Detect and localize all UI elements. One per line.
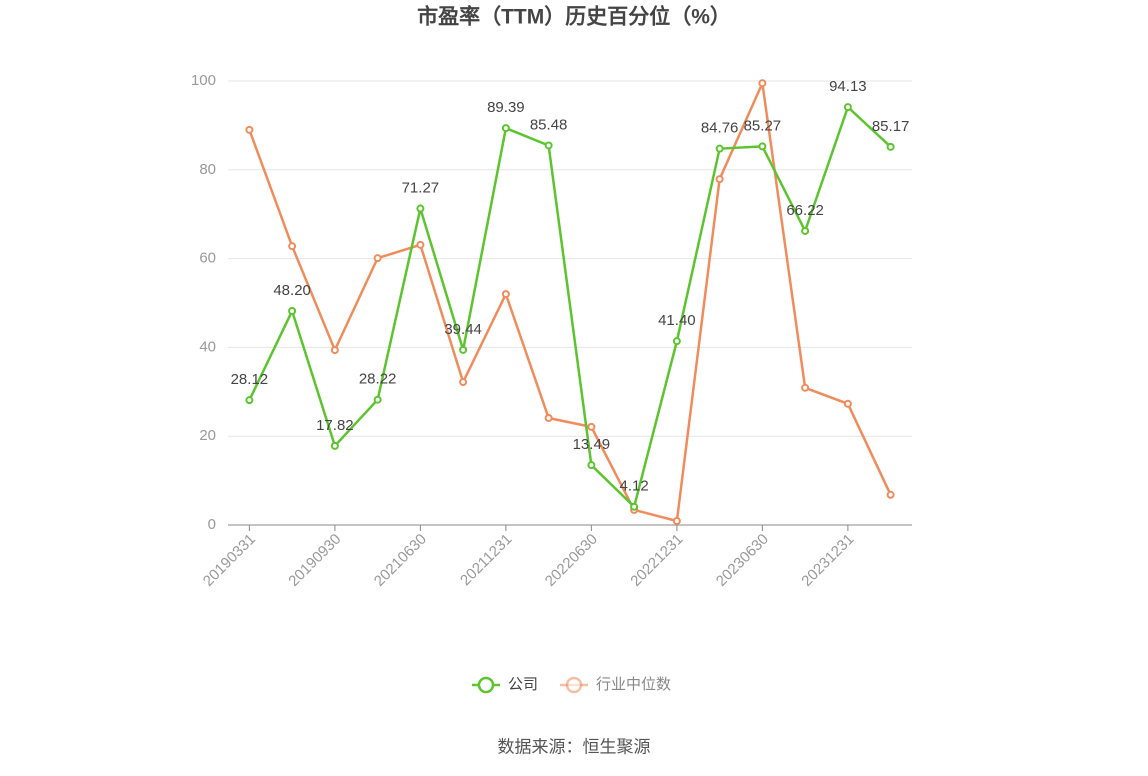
point: [459, 378, 468, 387]
y-tick-label: 20: [199, 427, 216, 444]
point: [373, 395, 382, 404]
point: [843, 103, 852, 112]
data-label: 71.27: [402, 180, 440, 197]
point: [715, 144, 724, 153]
data-label: 48.20: [273, 282, 311, 299]
data-label: 39.44: [444, 321, 482, 338]
point: [587, 461, 596, 470]
point: [544, 413, 553, 422]
point: [330, 441, 339, 450]
x-tick-label: 20190930: [285, 531, 344, 590]
x-tick-label: 20210630: [371, 531, 430, 590]
point: [801, 226, 810, 235]
y-tick-label: 0: [208, 516, 216, 533]
x-tick-label: 20231231: [798, 531, 857, 590]
point: [288, 242, 297, 251]
point: [672, 517, 681, 526]
point: [758, 142, 767, 151]
data-label: 17.82: [316, 417, 354, 434]
data-label: 85.27: [744, 117, 782, 134]
data-label: 94.13: [829, 78, 867, 95]
point: [886, 490, 895, 499]
y-tick-label: 40: [199, 338, 216, 355]
x-tick-label: 20211231: [457, 531, 515, 589]
point: [758, 79, 767, 88]
y-tick-label: 80: [199, 161, 216, 178]
data-label: 66.22: [786, 202, 824, 219]
series-line: [248, 104, 892, 510]
legend-marker: [565, 676, 583, 694]
point: [587, 422, 596, 431]
point: [416, 204, 425, 213]
point: [843, 399, 852, 408]
data-label: 4.12: [620, 478, 649, 495]
data-label: 13.49: [573, 436, 611, 453]
point: [245, 396, 254, 405]
data-label: 84.76: [701, 120, 739, 137]
chart-title: 市盈率（TTM）历史百分位（%）: [417, 5, 731, 29]
data-label: 28.12: [231, 371, 269, 388]
source: 数据来源：恒生聚源: [498, 737, 651, 756]
y-tick-label: 100: [191, 72, 216, 89]
data-label: 85.17: [872, 118, 910, 135]
point: [373, 254, 382, 263]
point: [416, 240, 425, 249]
point: [715, 175, 724, 184]
point: [672, 337, 681, 346]
data-label: 28.22: [359, 371, 397, 388]
point: [886, 142, 895, 151]
series-line: [248, 78, 892, 523]
y-tick-label: 60: [199, 250, 216, 267]
legend-label: 公司: [508, 676, 538, 693]
point: [245, 125, 254, 134]
x-tick-label: 20230630: [713, 531, 772, 590]
data-label: 85.48: [530, 116, 568, 133]
point: [501, 124, 510, 133]
x-tick-label: 20220630: [542, 531, 601, 590]
data-label: 41.40: [658, 312, 696, 329]
point: [801, 383, 810, 392]
legend-label: 行业中位数: [596, 676, 671, 693]
point: [288, 306, 297, 315]
x-tick-label: 20221231: [627, 531, 686, 590]
point: [330, 346, 339, 355]
point: [544, 141, 553, 150]
legend-marker: [477, 676, 495, 694]
data-label: 89.39: [487, 99, 525, 116]
point: [459, 345, 468, 354]
x-tick-label: 20190331: [200, 531, 259, 590]
point: [630, 502, 639, 511]
point: [501, 290, 510, 299]
